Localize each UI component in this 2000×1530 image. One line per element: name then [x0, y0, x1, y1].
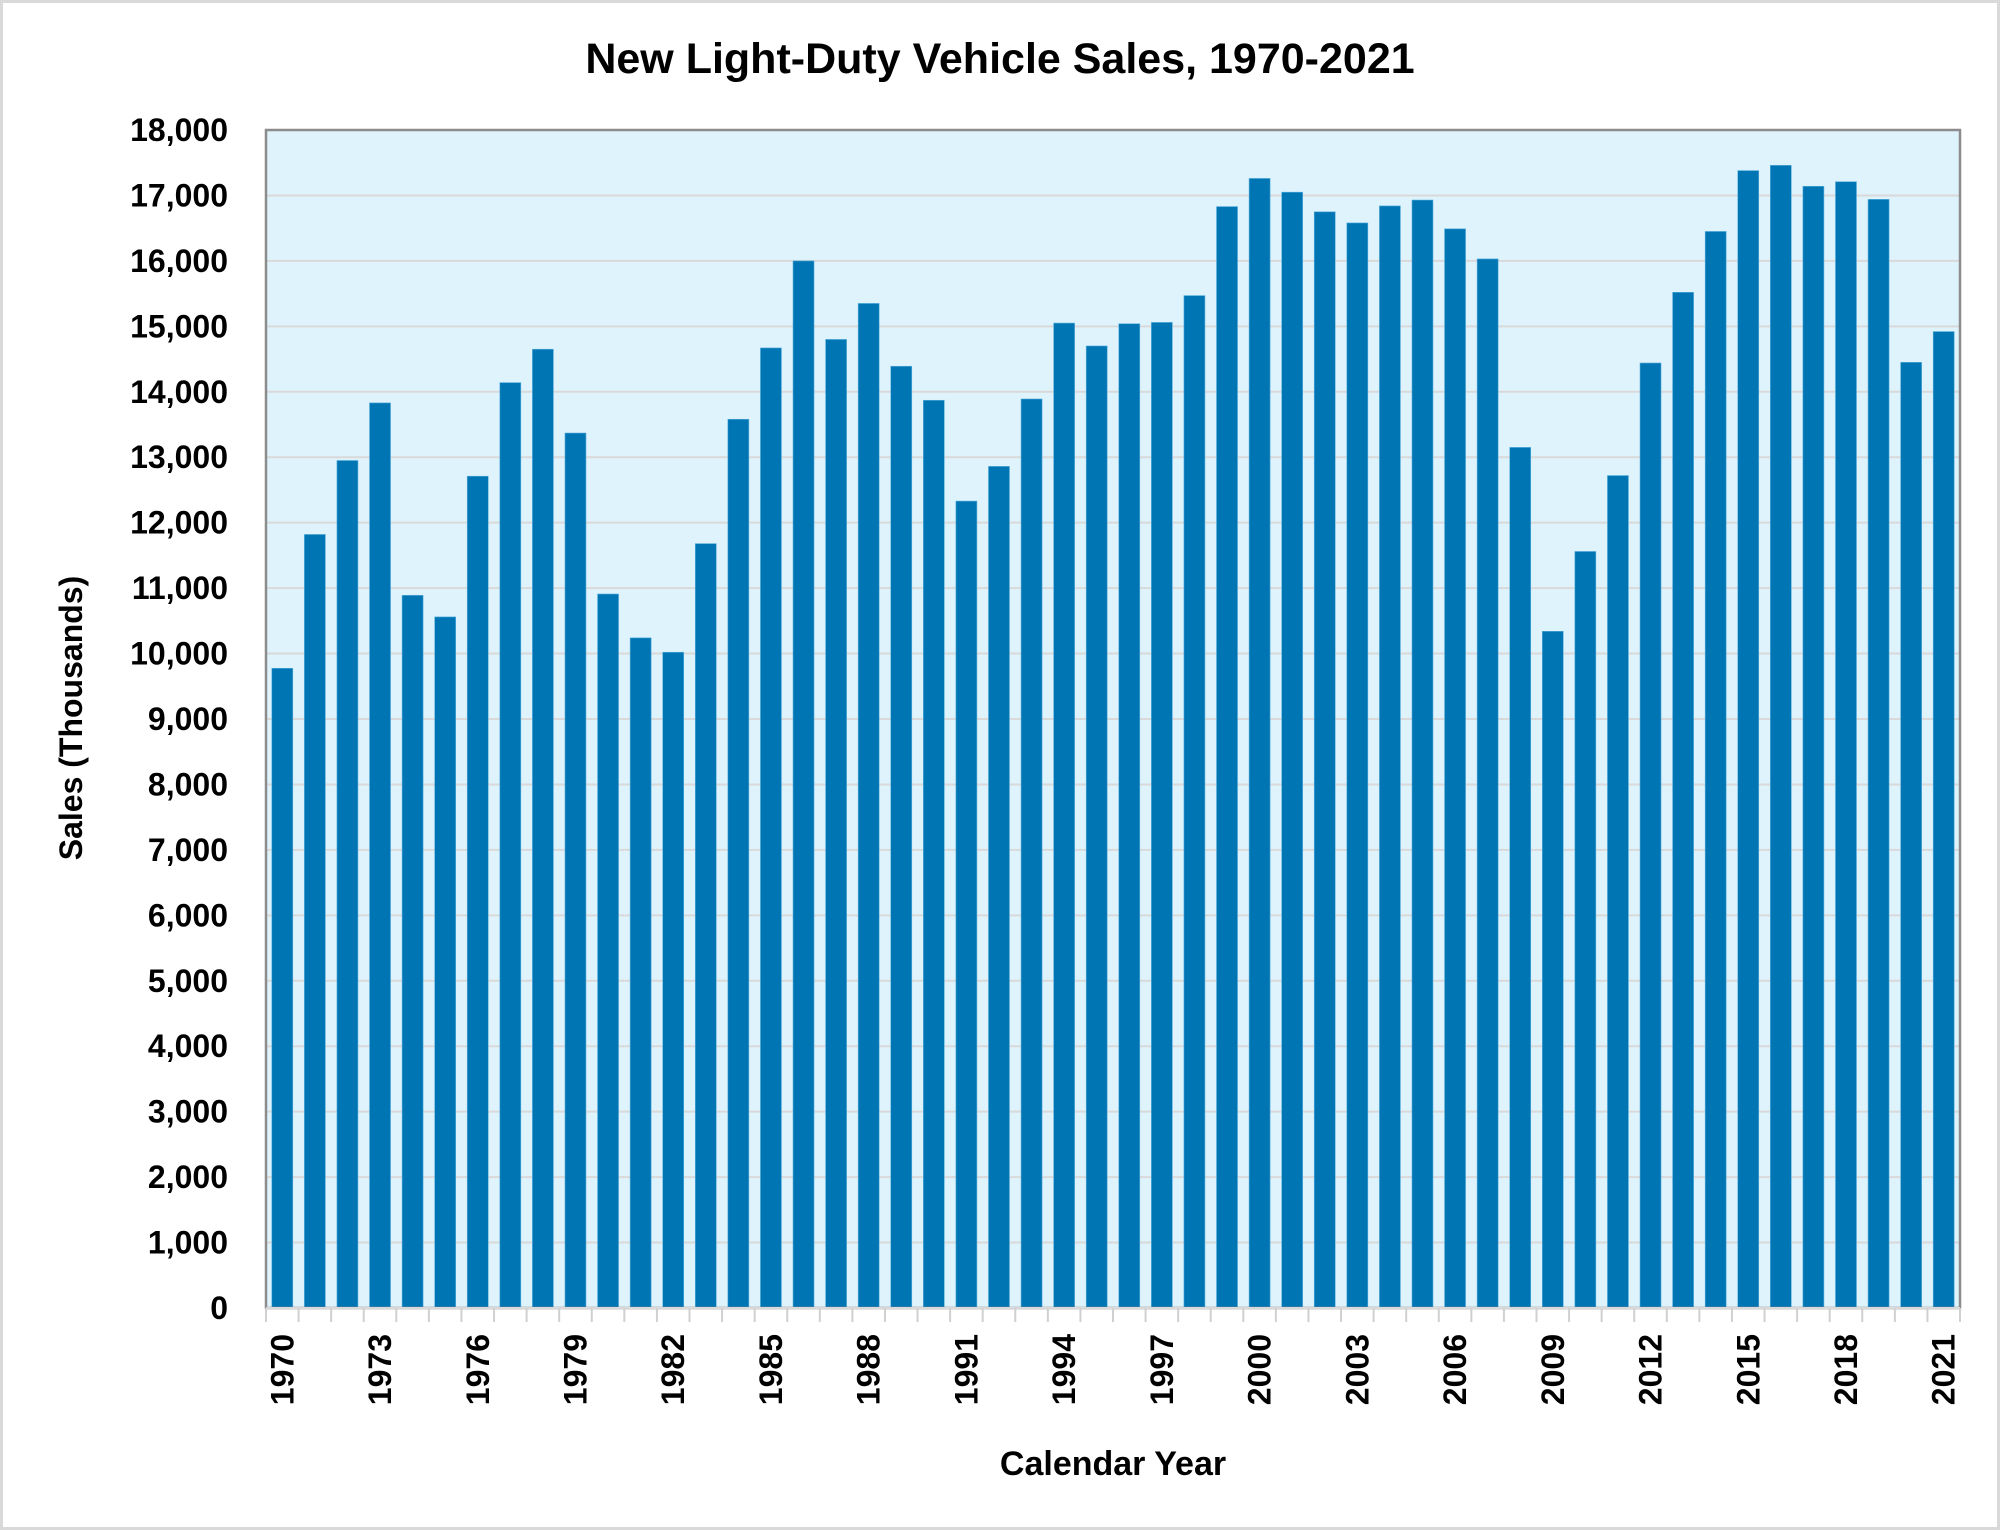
x-tick-label: 1973: [362, 1334, 398, 1405]
bar-1981: [629, 637, 652, 1309]
bar-1993: [1020, 398, 1043, 1309]
bar-2004: [1379, 205, 1401, 1309]
x-tick-label: 2018: [1828, 1334, 1864, 1405]
bar-1972: [336, 460, 359, 1309]
bar-1979: [564, 432, 587, 1309]
x-axis-tick-labels: 1970 1973 1976 1979 1982 1985 1988 1991 1994 1997…: [264, 1334, 1961, 1405]
bar-1994: [1053, 322, 1075, 1309]
bar-1997: [1151, 322, 1173, 1309]
bar-2002: [1313, 211, 1336, 1309]
bar-1973: [369, 402, 391, 1309]
bar-1998: [1183, 295, 1206, 1309]
x-tick-label: 2009: [1535, 1334, 1571, 1405]
bar-1990: [923, 399, 945, 1309]
bar-1970: [271, 667, 294, 1309]
bar-2008: [1509, 447, 1532, 1309]
bar-2019: [1867, 199, 1890, 1309]
bar-2009: [1541, 631, 1564, 1309]
y-tick-label: 3,000: [148, 1094, 228, 1130]
bar-2015: [1737, 170, 1760, 1309]
bar-1984: [727, 418, 750, 1309]
x-tick-label: 2015: [1730, 1334, 1766, 1405]
bar-1999: [1216, 206, 1238, 1309]
bar-1977: [499, 382, 522, 1309]
bar-1991: [955, 500, 978, 1309]
x-tick-label: 1994: [1046, 1334, 1082, 1405]
bars: [271, 165, 1955, 1309]
x-tick-label: 1979: [557, 1334, 593, 1405]
bar-1989: [890, 365, 913, 1309]
bar-1982: [662, 651, 685, 1309]
x-axis-title: Calendar Year: [1000, 1445, 1226, 1483]
x-tick-label: 2003: [1339, 1334, 1375, 1405]
x-tick-label: 1988: [851, 1334, 887, 1405]
bar-1975: [434, 616, 456, 1309]
y-tick-label: 15,000: [130, 308, 228, 344]
bar-2006: [1444, 228, 1466, 1309]
bar-1974: [401, 595, 424, 1309]
bar-1995: [1085, 345, 1108, 1309]
y-tick-label: 16,000: [130, 243, 228, 279]
y-tick-label: 5,000: [148, 963, 228, 999]
bar-1986: [792, 260, 815, 1309]
bar-1983: [694, 543, 717, 1309]
x-tick-label: 2006: [1437, 1334, 1473, 1405]
x-tick-label: 1985: [753, 1334, 789, 1405]
y-tick-label: 4,000: [148, 1028, 228, 1064]
bar-1971: [304, 534, 326, 1309]
bar-2012: [1639, 362, 1662, 1309]
bar-2014: [1704, 231, 1727, 1309]
bar-2007: [1476, 258, 1499, 1309]
x-tick-label: 1970: [264, 1334, 300, 1405]
bar-2003: [1346, 222, 1369, 1309]
x-tick-label: 2000: [1242, 1334, 1278, 1405]
bar-1976: [466, 475, 489, 1309]
y-axis-tick-labels: 0 1,000 2,000 3,000 4,000 5,000 6,000 7,000 8,00…: [130, 112, 228, 1326]
y-tick-label: 0: [210, 1290, 228, 1326]
bar-2020: [1900, 362, 1922, 1309]
bar-2018: [1835, 181, 1857, 1309]
bar-2005: [1411, 199, 1434, 1309]
bar-1980: [597, 593, 619, 1309]
y-tick-label: 18,000: [130, 112, 228, 148]
y-tick-label: 11,000: [132, 570, 228, 606]
x-tick-label: 1976: [460, 1334, 496, 1405]
y-tick-label: 14,000: [130, 374, 228, 410]
y-tick-label: 12,000: [130, 505, 228, 541]
y-tick-label: 7,000: [148, 832, 228, 868]
x-tick-label: 2012: [1633, 1334, 1669, 1405]
x-axis-ticks: [265, 1307, 1961, 1322]
y-axis-title: Sales (Thousands): [53, 576, 89, 861]
bar-2010: [1574, 551, 1597, 1309]
y-tick-label: 1,000: [148, 1225, 228, 1261]
x-tick-label: 1982: [655, 1334, 691, 1405]
bar-1988: [857, 303, 880, 1309]
x-tick-label: 1991: [948, 1334, 984, 1405]
y-tick-label: 8,000: [148, 766, 228, 802]
bar-1996: [1118, 323, 1141, 1309]
bar-1992: [988, 466, 1010, 1309]
y-tick-label: 9,000: [148, 701, 228, 737]
bar-1978: [532, 348, 554, 1309]
y-tick-label: 13,000: [130, 439, 228, 475]
bar-2011: [1607, 475, 1629, 1309]
bar-2000: [1248, 178, 1271, 1309]
y-tick-label: 17,000: [130, 177, 228, 213]
bar-2001: [1281, 191, 1303, 1309]
bar-1985: [760, 347, 782, 1309]
y-tick-label: 6,000: [148, 897, 228, 933]
y-tick-label: 2,000: [148, 1159, 228, 1195]
bar-2017: [1802, 185, 1825, 1309]
bar-1987: [825, 339, 847, 1309]
chart-title: New Light-Duty Vehicle Sales, 1970-2021: [585, 35, 1414, 83]
x-tick-label: 2021: [1926, 1334, 1962, 1405]
y-tick-label: 10,000: [130, 636, 228, 672]
bar-2016: [1770, 165, 1792, 1309]
bar-2013: [1672, 292, 1694, 1309]
x-tick-label: 1997: [1144, 1334, 1180, 1405]
bar-2021: [1932, 331, 1955, 1309]
